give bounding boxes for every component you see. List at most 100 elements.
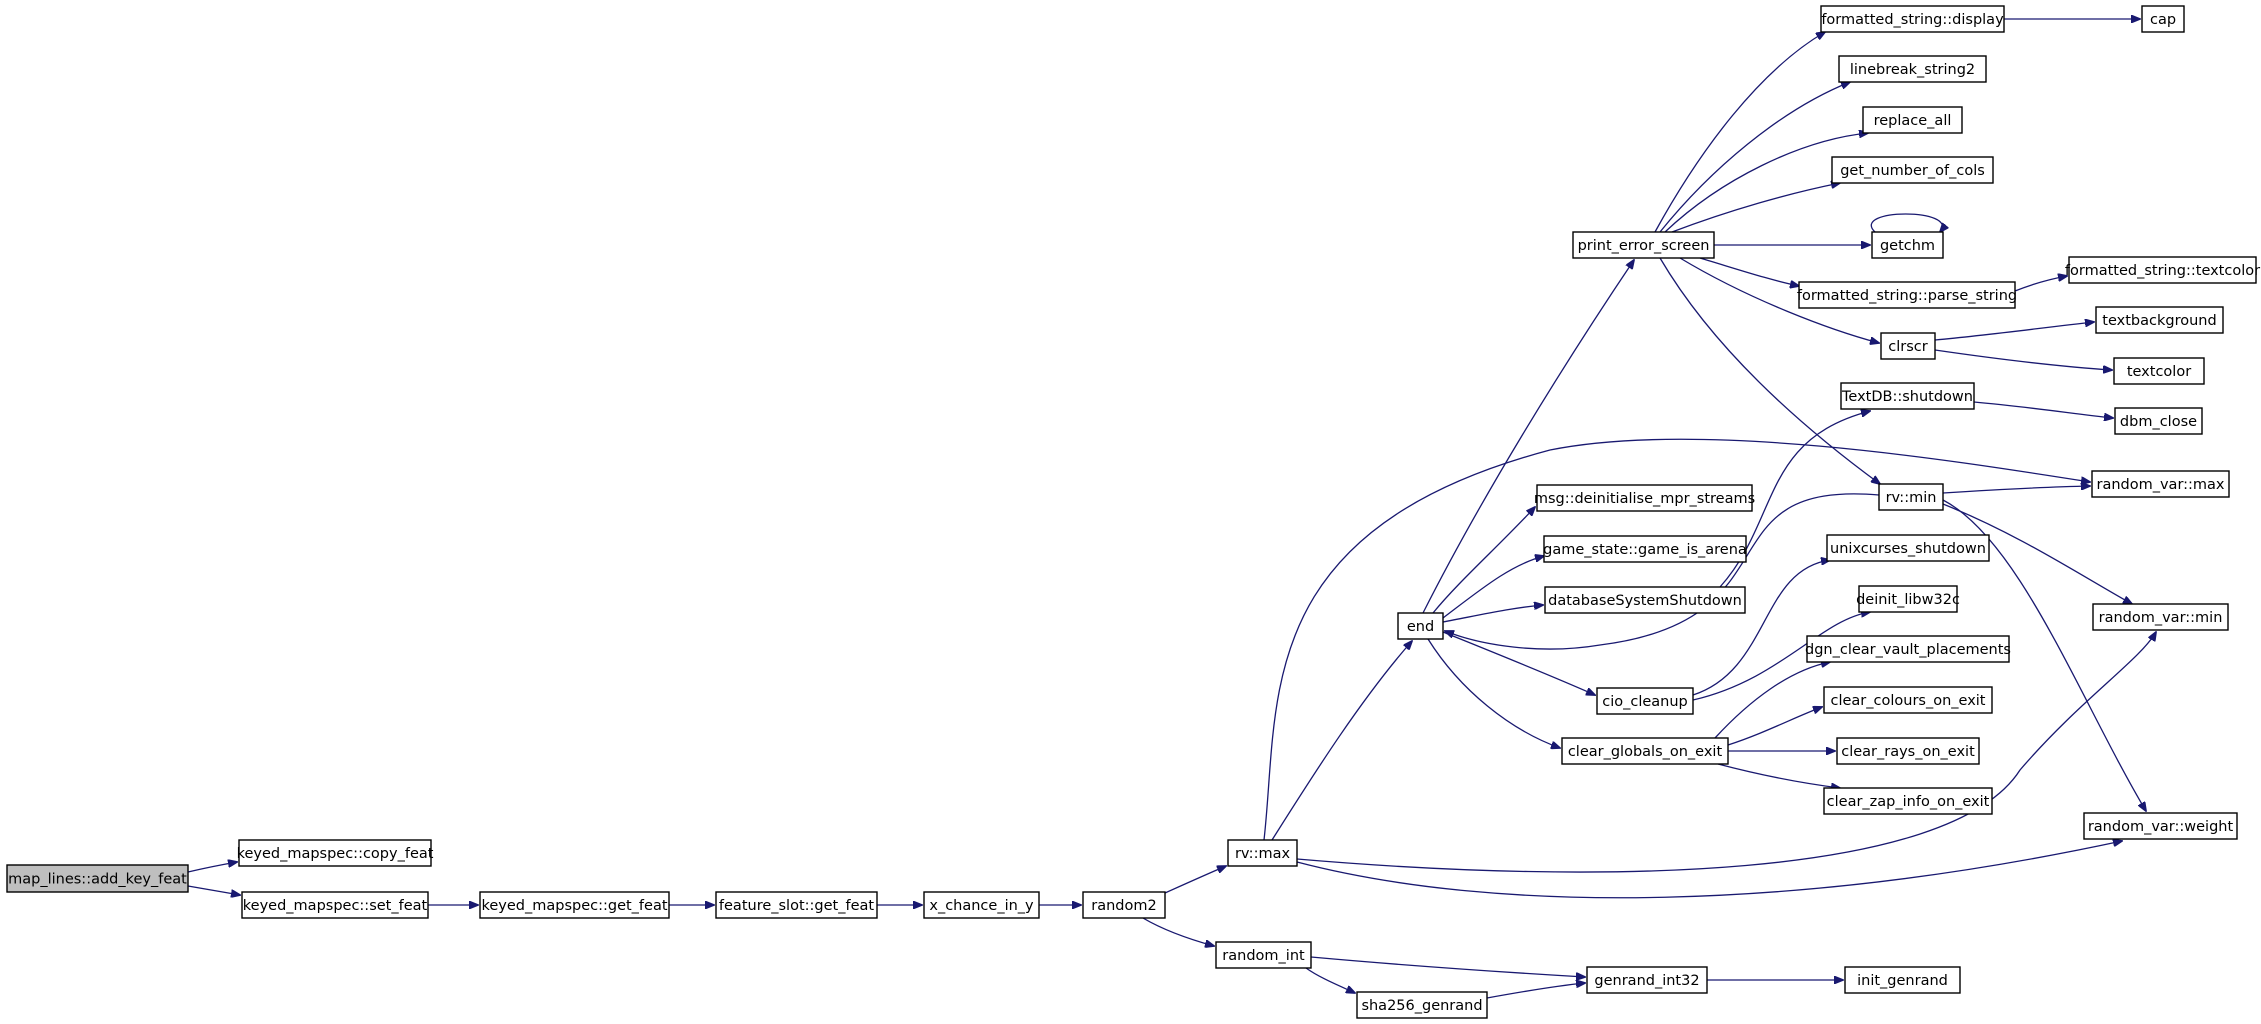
node-label: keyed_mapspec::get_feat	[481, 898, 667, 914]
node-label: formatted_string::display	[1821, 12, 2004, 28]
node-label: cap	[2150, 12, 2176, 28]
node-box	[1838, 55, 1987, 83]
edge-rv-max-to-random-var-weight	[1296, 841, 2122, 899]
node-dgn-clear[interactable]: dgn_clear_vault_placements	[1805, 635, 2011, 663]
node-clear-colours[interactable]: clear_colours_on_exit	[1823, 686, 1993, 714]
node-textdb-shutdown[interactable]: TextDB::shutdown	[1840, 382, 1975, 410]
edge-rv-max-to-random-var-min	[1296, 632, 2156, 873]
node-cio-cleanup[interactable]: cio_cleanup	[1596, 687, 1694, 715]
edge-clear-globals-to-dgn-clear	[1714, 662, 1830, 739]
node-label: random2	[1091, 898, 1156, 914]
node-label: replace_all	[1874, 113, 1952, 129]
node-random-int[interactable]: random_int	[1215, 941, 1312, 969]
node-box	[1862, 106, 1963, 134]
node-textbackground[interactable]: textbackground	[2095, 306, 2224, 334]
node-label: linebreak_string2	[1850, 62, 1975, 78]
node-label: databaseSystemShutdown	[1548, 593, 1742, 609]
node-label: get_number_of_cols	[1840, 163, 1985, 179]
node-box	[1536, 484, 1753, 512]
node-game-is-arena[interactable]: game_state::game_is_arena	[1543, 535, 1747, 563]
node-box	[2083, 812, 2238, 840]
node-clrscr[interactable]: clrscr	[1880, 332, 1936, 360]
node-random-var-max[interactable]: random_var::max	[2091, 470, 2230, 498]
node-init-genrand[interactable]: init_genrand	[1844, 966, 1961, 994]
node-print-error-screen[interactable]: print_error_screen	[1572, 231, 1715, 259]
node-random-var-min[interactable]: random_var::min	[2092, 603, 2229, 631]
node-box	[1082, 891, 1166, 919]
node-box	[1561, 737, 1729, 765]
node-label: genrand_int32	[1594, 973, 1699, 989]
edge-clrscr-to-textbackground	[1934, 322, 2094, 341]
node-msg-deinit[interactable]: msg::deinitialise_mpr_streams	[1534, 484, 1755, 512]
node-box	[479, 891, 670, 919]
edge-print-error-screen-to-parse-string	[1699, 257, 1799, 286]
node-box	[1831, 156, 1994, 184]
node-box	[1798, 281, 2016, 309]
node-box	[1840, 382, 1975, 410]
node-rv-max[interactable]: rv::max	[1227, 839, 1298, 867]
node-label: x_chance_in_y	[929, 898, 1034, 914]
node-clear-zap[interactable]: clear_zap_info_on_exit	[1823, 787, 1993, 815]
edge-print-error-screen-to-get-cols	[1671, 183, 1840, 233]
node-label: keyed_mapspec::copy_feat	[237, 846, 434, 862]
node-unixcurses[interactable]: unixcurses_shutdown	[1826, 534, 1990, 562]
node-label: cio_cleanup	[1602, 694, 1688, 710]
edge-rv-min-to-end	[1445, 493, 1880, 650]
node-label: feature_slot::get_feat	[719, 898, 874, 914]
node-fs-get-feat[interactable]: feature_slot::get_feat	[715, 891, 878, 919]
node-parse-string[interactable]: formatted_string::parse_string	[1797, 281, 2017, 309]
node-fs-display[interactable]: formatted_string::display	[1820, 5, 2005, 33]
node-box	[1356, 991, 1488, 1019]
node-box	[6, 864, 189, 893]
node-label: print_error_screen	[1578, 238, 1710, 254]
node-x-chance[interactable]: x_chance_in_y	[923, 891, 1040, 919]
node-get-cols[interactable]: get_number_of_cols	[1831, 156, 1994, 184]
node-dbm-close[interactable]: dbm_close	[2114, 407, 2203, 435]
node-db-shutdown[interactable]: databaseSystemShutdown	[1544, 586, 1746, 614]
node-cap[interactable]: cap	[2141, 5, 2185, 33]
node-genrand-int32[interactable]: genrand_int32	[1586, 966, 1708, 994]
edge-random-int-to-genrand-int32	[1310, 956, 1585, 977]
edge-rv-max-to-end	[1271, 641, 1412, 841]
node-label: clrscr	[1888, 339, 1927, 355]
node-end[interactable]: end	[1397, 612, 1444, 640]
node-label: deinit_libw32c	[1856, 592, 1960, 608]
edge-rv-min-to-random-var-max	[1942, 486, 2090, 494]
node-label: clear_rays_on_exit	[1841, 744, 1975, 760]
node-fs-textcolor[interactable]: formatted_string::textcolor	[2065, 256, 2260, 284]
node-rv-min[interactable]: rv::min	[1878, 483, 1944, 511]
node-box	[1871, 231, 1944, 259]
edge-parse-string-to-fs-textcolor	[2014, 276, 2067, 292]
node-sha256[interactable]: sha256_genrand	[1356, 991, 1488, 1019]
node-label: random_int	[1222, 948, 1305, 964]
edge-print-error-screen-to-replace-all	[1664, 133, 1868, 233]
node-get-feat[interactable]: keyed_mapspec::get_feat	[479, 891, 670, 919]
node-box	[2092, 603, 2229, 631]
node-box	[1596, 687, 1694, 715]
edge-print-error-screen-to-fs-display	[1654, 32, 1825, 233]
nodes-layer: map_lines::add_key_feat keyed_mapspec::co…	[6, 5, 2260, 1019]
node-copy-feat[interactable]: keyed_mapspec::copy_feat	[237, 839, 434, 867]
node-replace-all[interactable]: replace_all	[1862, 106, 1963, 134]
node-linebreak[interactable]: linebreak_string2	[1838, 55, 1987, 83]
node-label: map_lines::add_key_feat	[8, 872, 187, 888]
node-random2[interactable]: random2	[1082, 891, 1166, 919]
node-deinit-libw32c[interactable]: deinit_libw32c	[1856, 585, 1960, 613]
node-set-feat[interactable]: keyed_mapspec::set_feat	[241, 891, 429, 919]
node-label: clear_zap_info_on_exit	[1827, 794, 1990, 810]
edge-rv-max-to-random-var-max	[1263, 438, 2090, 841]
node-clear-rays[interactable]: clear_rays_on_exit	[1836, 737, 1980, 765]
edge-random2-to-random-int	[1142, 917, 1214, 946]
node-label: TextDB::shutdown	[1841, 389, 1973, 405]
edge-sha256-to-genrand-int32	[1486, 983, 1585, 999]
node-getchm[interactable]: getchm	[1871, 231, 1944, 259]
node-add-key-feat[interactable]: map_lines::add_key_feat	[6, 864, 189, 893]
edge-print-error-screen-to-rv-min	[1659, 257, 1880, 484]
node-clear-globals[interactable]: clear_globals_on_exit	[1561, 737, 1729, 765]
node-label: clear_globals_on_exit	[1568, 744, 1723, 760]
node-label: msg::deinitialise_mpr_streams	[1534, 491, 1755, 507]
node-label: formatted_string::parse_string	[1797, 288, 2017, 304]
node-random-var-weight[interactable]: random_var::weight	[2083, 812, 2238, 840]
node-textcolor[interactable]: textcolor	[2113, 357, 2205, 385]
node-box	[1823, 686, 1993, 714]
